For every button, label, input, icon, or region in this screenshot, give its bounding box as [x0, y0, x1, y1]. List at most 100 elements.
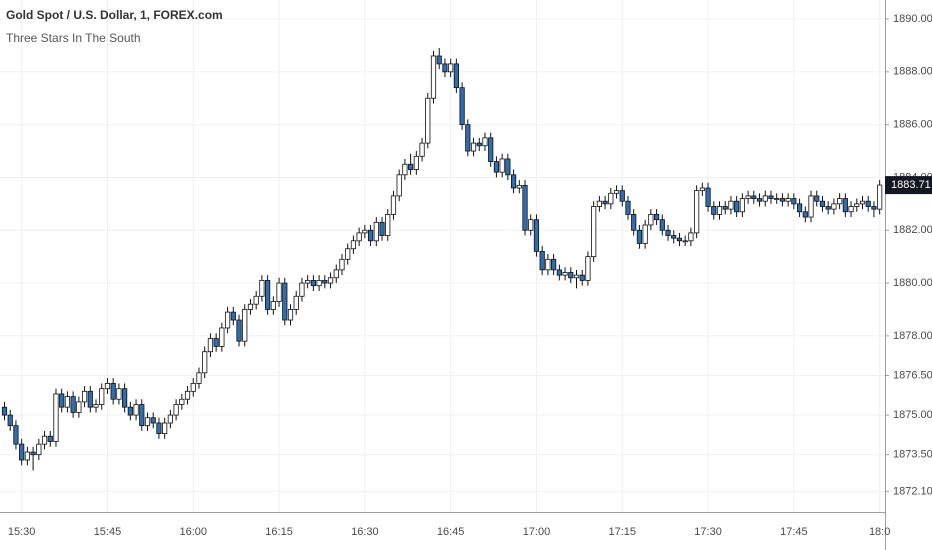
candle-body	[619, 190, 625, 202]
x-tick-label: 16:15	[265, 526, 293, 538]
x-tick-label: 15:45	[94, 526, 122, 538]
candle-body	[751, 195, 757, 199]
candle-body	[156, 422, 162, 434]
candle-body	[367, 229, 374, 242]
candle-body	[333, 269, 339, 279]
candle-body	[190, 383, 196, 392]
candle-body	[179, 398, 185, 405]
y-tick-label: 1878.00	[893, 330, 932, 342]
candle-body	[756, 198, 763, 202]
y-tick-label: 1880.00	[893, 277, 932, 289]
candle-body	[453, 63, 459, 89]
candle-body	[322, 280, 328, 284]
candle-body	[310, 280, 316, 287]
candle-body	[167, 414, 173, 424]
candle-body	[430, 55, 437, 99]
candle-body	[316, 280, 322, 287]
candle-body	[785, 198, 791, 202]
candle-body	[362, 229, 368, 234]
candle-body	[877, 184, 883, 210]
candle-body	[562, 272, 568, 276]
candle-body	[465, 124, 471, 152]
candle-body	[70, 396, 76, 413]
candle-body	[19, 443, 25, 461]
candle-body	[676, 237, 683, 242]
candle-body	[236, 319, 242, 342]
x-tick-label: 17:45	[780, 526, 808, 538]
candle-body	[631, 214, 637, 231]
last-price-box	[885, 176, 932, 195]
candle-body	[831, 203, 837, 210]
x-tick-label: 17:15	[608, 526, 636, 538]
candle-body	[104, 383, 111, 390]
candle-body	[436, 55, 442, 65]
candle-body	[116, 388, 122, 400]
candle-body	[270, 301, 276, 310]
candle-body	[213, 338, 219, 347]
candle-body	[385, 214, 391, 236]
candle-body	[545, 258, 551, 271]
candle-body	[682, 240, 688, 243]
chart-title: Gold Spot / U.S. Dollar, 1, FOREX.com	[6, 8, 223, 22]
candle-body	[265, 280, 271, 310]
candle-body	[814, 195, 820, 202]
x-tick-label: 17:30	[694, 526, 722, 538]
candle-body	[568, 272, 574, 279]
candle-body	[613, 190, 620, 194]
candle-body	[184, 390, 191, 400]
y-tick-label: 1876.50	[893, 369, 932, 381]
candle-body	[728, 200, 734, 210]
candle-body	[499, 158, 505, 173]
candle-body	[219, 327, 225, 347]
candle-body	[802, 211, 808, 218]
candle-body	[339, 258, 345, 271]
candle-body	[476, 142, 482, 147]
x-tick-label: 18:0	[869, 526, 890, 538]
x-tick-label: 16:30	[351, 526, 379, 538]
candle-body	[859, 200, 866, 205]
candle-body	[493, 161, 500, 173]
candle-body	[722, 206, 728, 210]
candle-body	[327, 277, 334, 284]
candle-body	[528, 219, 534, 231]
candle-body	[7, 414, 13, 427]
candle-body	[242, 309, 248, 342]
candle-body	[81, 390, 88, 403]
candle-body	[127, 406, 133, 416]
candle-body	[13, 425, 19, 445]
candle-body	[287, 309, 294, 321]
candle-body	[551, 258, 557, 271]
candle-body	[694, 190, 700, 234]
candle-body	[76, 401, 82, 413]
candle-body	[402, 163, 408, 176]
candle-body	[110, 383, 116, 400]
y-tick-label: 1872.10	[893, 486, 932, 498]
last-price-label: 1883.71	[891, 179, 931, 191]
candle-body	[459, 87, 465, 126]
x-tick-label: 16:00	[179, 526, 207, 538]
candle-body	[379, 221, 385, 236]
candle-body	[247, 303, 254, 310]
candle-body	[413, 155, 419, 170]
candle-body	[470, 142, 477, 152]
candle-body	[99, 388, 105, 405]
candle-body	[253, 295, 259, 305]
candle-body	[659, 219, 665, 231]
candle-body	[488, 137, 494, 163]
candle-body	[207, 338, 214, 353]
x-tick-label: 15:30	[8, 526, 36, 538]
candle-body	[505, 158, 511, 176]
candle-body	[87, 390, 93, 408]
y-tick-label: 1890.00	[893, 13, 932, 25]
candle-body	[591, 206, 597, 258]
candle-body	[671, 235, 677, 239]
candle-body	[602, 200, 608, 205]
x-tick-label: 17:00	[523, 526, 551, 538]
candle-body	[539, 250, 545, 271]
candle-body	[705, 187, 711, 207]
candle-body	[356, 232, 362, 242]
candle-body	[390, 195, 397, 215]
candle-body	[762, 195, 768, 202]
candle-body	[442, 63, 448, 73]
